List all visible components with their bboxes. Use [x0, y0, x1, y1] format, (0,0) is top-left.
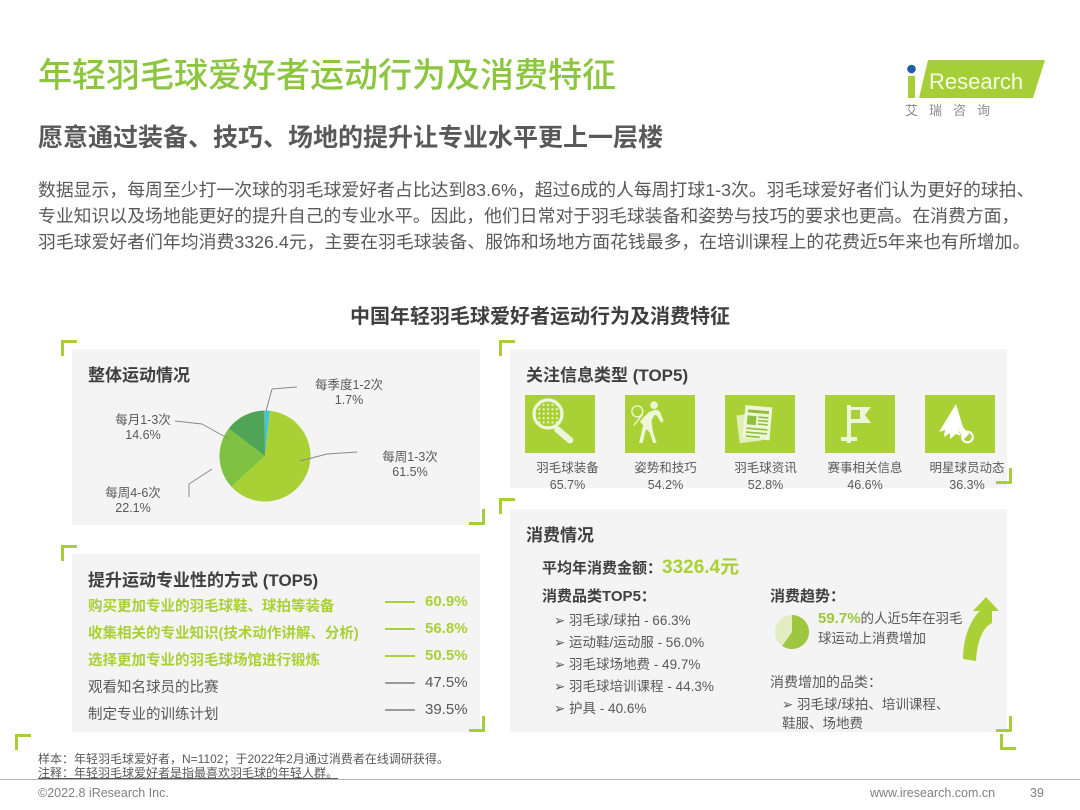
svg-text:Research: Research [929, 69, 1023, 94]
